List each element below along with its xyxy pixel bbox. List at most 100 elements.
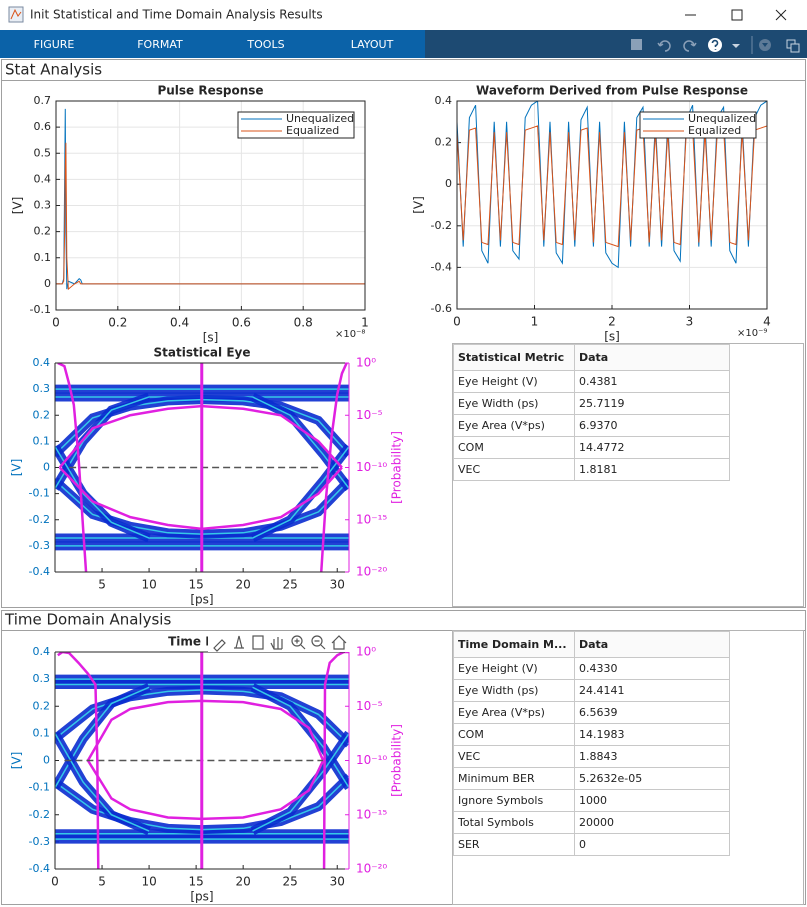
y2-tick-label: 10⁻²⁰ — [356, 565, 387, 579]
x-tick-label: 30 — [330, 875, 345, 889]
table-cell: SER — [453, 833, 575, 856]
legend-box — [639, 111, 757, 139]
y-tick-label: -0.1 — [29, 487, 50, 500]
table-cell: 14.1983 — [574, 723, 730, 746]
table-cell: 0 — [574, 833, 730, 856]
x-tick-label: 0.6 — [232, 316, 251, 330]
table-cell: Eye Area (V*ps) — [453, 414, 575, 437]
chart-title: Statistical Eye — [154, 346, 251, 360]
x-tick-label: 0 — [453, 315, 461, 329]
table: Statistical Metric Data Eye Height (V) 0.43… — [453, 344, 730, 481]
header-cell: Time Domain M... — [453, 631, 575, 658]
toolbar-backdrop — [208, 633, 350, 652]
header-cell: Data — [574, 344, 730, 371]
probability-curve — [57, 363, 88, 572]
redo-button[interactable] — [683, 40, 697, 52]
table-cell: 20000 — [574, 811, 730, 834]
x-tick-label: 3 — [686, 315, 694, 329]
table-cell: 1000 — [574, 789, 730, 812]
pan-export-icon[interactable] — [252, 635, 264, 650]
close-button[interactable] — [775, 9, 787, 21]
table-row: Time Domain M... Data — [453, 631, 730, 658]
y2-tick-label: 10⁻¹⁰ — [356, 460, 387, 474]
x-tick-label: 20 — [236, 578, 251, 592]
y2-tick-label: 10⁻¹⁵ — [356, 512, 387, 526]
x-axis-label: [ps] — [190, 593, 213, 607]
x-tick-label: 15 — [188, 578, 203, 592]
y-axis-label: [V] — [10, 752, 24, 770]
save-button[interactable] — [631, 39, 642, 50]
table-cell: Eye Width (ps) — [453, 679, 575, 702]
zoom-out-icon[interactable] — [311, 635, 323, 647]
brush-icon[interactable] — [213, 639, 226, 652]
zoom-out-glyph[interactable] — [314, 640, 326, 650]
pan-icon[interactable] — [270, 637, 283, 650]
axes-box — [55, 100, 366, 311]
y-tick-label: 0.1 — [33, 434, 51, 447]
table-cell: Eye Width (ps) — [453, 392, 575, 415]
table-row: VEC 1.8181 — [453, 458, 730, 481]
menu-tab[interactable]: LAYOUT — [351, 38, 394, 51]
y-tick-label: 0.6 — [34, 120, 52, 133]
y-tick-label: -0.4 — [431, 260, 452, 273]
x-tick-label: 0.4 — [170, 316, 189, 330]
y-tick-label: 0 — [44, 277, 51, 290]
y-tick-label: 0.4 — [33, 356, 51, 369]
y2-tick-label: 10⁰ — [356, 645, 376, 659]
y-tick-label: 0.5 — [34, 146, 52, 159]
y-tick-label: 0 — [445, 177, 452, 190]
y-axis-label: [V] — [10, 459, 24, 477]
x-tick-label: 1 — [531, 315, 539, 329]
y-tick-label: 0.2 — [33, 699, 51, 712]
legend-label: Equalized — [688, 124, 741, 137]
y-axis-label: [V] — [412, 196, 426, 214]
x-tick-label: 30 — [330, 578, 345, 592]
y-tick-label: 0.3 — [33, 672, 51, 685]
table-row: Ignore Symbols 1000 — [453, 789, 730, 812]
menu-tab[interactable]: FORMAT — [137, 38, 183, 51]
datatip-icon[interactable] — [234, 635, 244, 649]
y2-tick-label: 10⁻²⁰ — [356, 862, 387, 876]
table-cell: 14.4772 — [574, 436, 730, 459]
undo-button[interactable] — [657, 40, 671, 52]
table-cell: 24.4141 — [574, 679, 730, 702]
zoom-in-glyph[interactable] — [294, 638, 306, 650]
y-tick-label: -0.6 — [431, 302, 452, 315]
title-bar — [0, 0, 807, 30]
table-row: VEC 1.8843 — [453, 745, 730, 768]
menu-tab[interactable]: TOOLS — [246, 38, 284, 51]
table-cell: Eye Area (V*ps) — [453, 701, 575, 724]
table-cell: 0.4330 — [574, 657, 730, 680]
help-menu-arrow[interactable] — [732, 44, 740, 48]
zoom-in-icon[interactable] — [291, 635, 303, 647]
table-cell: Eye Height (V) — [453, 657, 575, 680]
y-tick-label: -0.4 — [29, 565, 50, 578]
chart-title: Pulse Response — [157, 84, 263, 98]
y-tick-label: -0.4 — [29, 862, 50, 875]
maximize-button[interactable] — [731, 9, 743, 21]
y-tick-label: 0.2 — [435, 136, 453, 149]
menu-tab[interactable]: FIGURE — [34, 38, 75, 51]
table-row: Eye Width (ps) 24.4141 — [453, 679, 730, 702]
x-multiplier: ×10⁻⁹ — [737, 328, 767, 339]
y2-tick-label: 10⁻⁵ — [356, 699, 383, 713]
table-cell: COM — [453, 723, 575, 746]
y2-tick-label: 10⁰ — [356, 356, 376, 370]
app-icon — [8, 6, 24, 23]
table-cell: Minimum BER — [453, 767, 575, 790]
table-row: Eye Area (V*ps) 6.9370 — [453, 414, 730, 437]
x-tick-label: 0 — [51, 875, 59, 889]
home-icon[interactable] — [331, 635, 347, 650]
table-row: COM 14.1983 — [453, 723, 730, 746]
y-tick-label: 0 — [43, 754, 50, 767]
y-tick-label: 0.4 — [435, 94, 453, 107]
table-row: SER 0 — [453, 833, 730, 856]
help-glyph — [711, 39, 719, 50]
table-cell: Ignore Symbols — [453, 789, 575, 812]
y-tick-label: 0.3 — [33, 382, 51, 395]
panel-title: Time Domain Analysis — [4, 611, 171, 629]
y-tick-label: 0.2 — [34, 225, 52, 238]
header-cell: Statistical Metric — [453, 344, 575, 371]
